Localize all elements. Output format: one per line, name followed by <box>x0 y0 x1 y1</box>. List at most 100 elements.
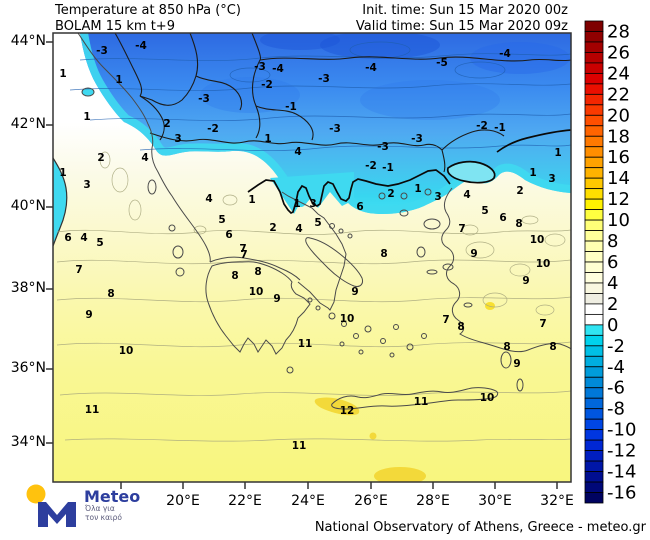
contour-label: 6 <box>225 229 232 241</box>
colorbar-label: -12 <box>607 441 636 462</box>
contour-label: -4 <box>272 63 284 75</box>
colorbar-cell <box>584 198 604 211</box>
contour-label: 2 <box>163 118 170 130</box>
lat-label: 42°N <box>10 116 46 132</box>
colorbar-cell <box>584 387 604 399</box>
colorbar-cell <box>584 481 604 493</box>
lon-label: 24°E <box>291 493 325 509</box>
contour-label: 9 <box>522 275 529 287</box>
valid-time: Valid time: Sun 15 Mar 2020 09z <box>355 19 568 34</box>
contour-label: 1 <box>115 74 122 86</box>
contour-label: -1 <box>382 162 394 174</box>
colorbar-label: 14 <box>607 168 630 189</box>
contour-label: -2 <box>207 123 219 135</box>
contour-label: -3 <box>329 123 341 135</box>
country-borders <box>114 33 571 173</box>
temperature-colorbar: 2826242220181614121086420-2-4-6-8-10-12-… <box>584 20 636 504</box>
contour-label: 4 <box>463 189 470 201</box>
colorbar-cell <box>584 418 604 431</box>
colorbar-cell <box>584 460 604 472</box>
colorbar-label: 6 <box>607 252 618 273</box>
colorbar-label: 10 <box>607 210 630 231</box>
colorbar-label: 16 <box>607 147 630 168</box>
contour-lines-warm <box>56 151 571 442</box>
north-aegean-coastline <box>247 129 571 215</box>
contour-label: 8 <box>380 248 387 260</box>
cold-sea-tongues <box>53 88 495 246</box>
colorbar-cell <box>584 240 604 252</box>
colorbar-label: 28 <box>607 21 630 42</box>
contour-label: 7 <box>442 314 449 326</box>
contour-label: 5 <box>96 237 103 249</box>
colorbar-label: -14 <box>607 462 636 483</box>
contour-label: 1 <box>529 167 536 179</box>
contour-label: 4 <box>294 146 301 158</box>
contour-lines-cold <box>69 41 571 151</box>
contour-label: 9 <box>85 309 92 321</box>
contour-label: -5 <box>436 57 448 69</box>
colorbar-cell <box>584 20 604 32</box>
lat-label: 38°N <box>10 280 46 296</box>
colorbar-cell <box>584 83 604 95</box>
colorbar-label: 0 <box>607 315 618 336</box>
contour-label: 7 <box>539 318 546 330</box>
lon-label: 26°E <box>354 493 388 509</box>
colorbar-label: -2 <box>607 336 625 357</box>
contour-label: 8 <box>503 341 510 353</box>
contour-label: 3 <box>548 173 555 185</box>
logo-tagline-1: Όλα για <box>85 504 115 513</box>
colorbar-cell <box>584 230 604 242</box>
contour-label: 2 <box>516 185 523 197</box>
colorbar-cell <box>584 167 604 179</box>
colorbar-cell <box>584 313 604 326</box>
contour-label: 8 <box>231 270 238 282</box>
colorbar-label: 12 <box>607 189 630 210</box>
colorbar-label: 4 <box>607 273 618 294</box>
contour-label: 2 <box>387 188 394 200</box>
colorbar-cell <box>584 355 604 368</box>
colorbar-cell <box>584 397 604 410</box>
warm-patches <box>314 302 495 482</box>
contour-label: 1 <box>414 183 421 195</box>
colorbar-label: -4 <box>607 357 625 378</box>
contour-label: 6 <box>64 232 71 244</box>
lon-label: 28°E <box>416 493 450 509</box>
contour-label: -3 <box>96 45 108 57</box>
contour-label: 5 <box>314 217 321 229</box>
colorbar-cell <box>584 261 604 273</box>
init-time: Init. time: Sun 15 Mar 2020 00z <box>362 3 568 18</box>
contour-label: 6 <box>356 201 363 213</box>
lat-label: 34°N <box>10 434 46 450</box>
contour-label: 8 <box>107 288 114 300</box>
lon-label: 22°E <box>228 493 262 509</box>
contour-label: 9 <box>351 286 358 298</box>
colorbar-cell <box>584 366 604 378</box>
colorbar-label: -16 <box>607 483 636 504</box>
map-frame <box>52 32 572 483</box>
contour-label: -2 <box>261 79 273 91</box>
coastlines <box>77 33 571 410</box>
attribution-text: National Observatory of Athens, Greece -… <box>314 520 646 535</box>
contour-label: 9 <box>273 293 280 305</box>
contour-label: 4 <box>80 232 87 244</box>
contour-label: 9 <box>470 248 477 260</box>
contour-label: 11 <box>414 396 429 408</box>
colorbar-cell <box>584 471 604 483</box>
contour-label: 10 <box>480 392 495 404</box>
contour-label: 8 <box>254 266 261 278</box>
logo-brand-text: Meteo <box>84 487 141 506</box>
colorbar-cell <box>584 492 604 504</box>
contour-label: 7 <box>458 223 465 235</box>
colorbar-cell <box>584 251 604 263</box>
colorbar-cell <box>584 450 604 462</box>
contour-label: 7 <box>240 249 247 261</box>
contour-label: 11 <box>292 440 307 452</box>
colorbar-cell <box>584 376 604 389</box>
contour-label: 1 <box>59 167 66 179</box>
colorbar-cell <box>584 439 604 452</box>
lat-label: 36°N <box>10 360 46 376</box>
contour-label: 4 <box>295 223 302 235</box>
contour-label: 7 <box>75 264 82 276</box>
contour-label: 10 <box>536 258 551 270</box>
